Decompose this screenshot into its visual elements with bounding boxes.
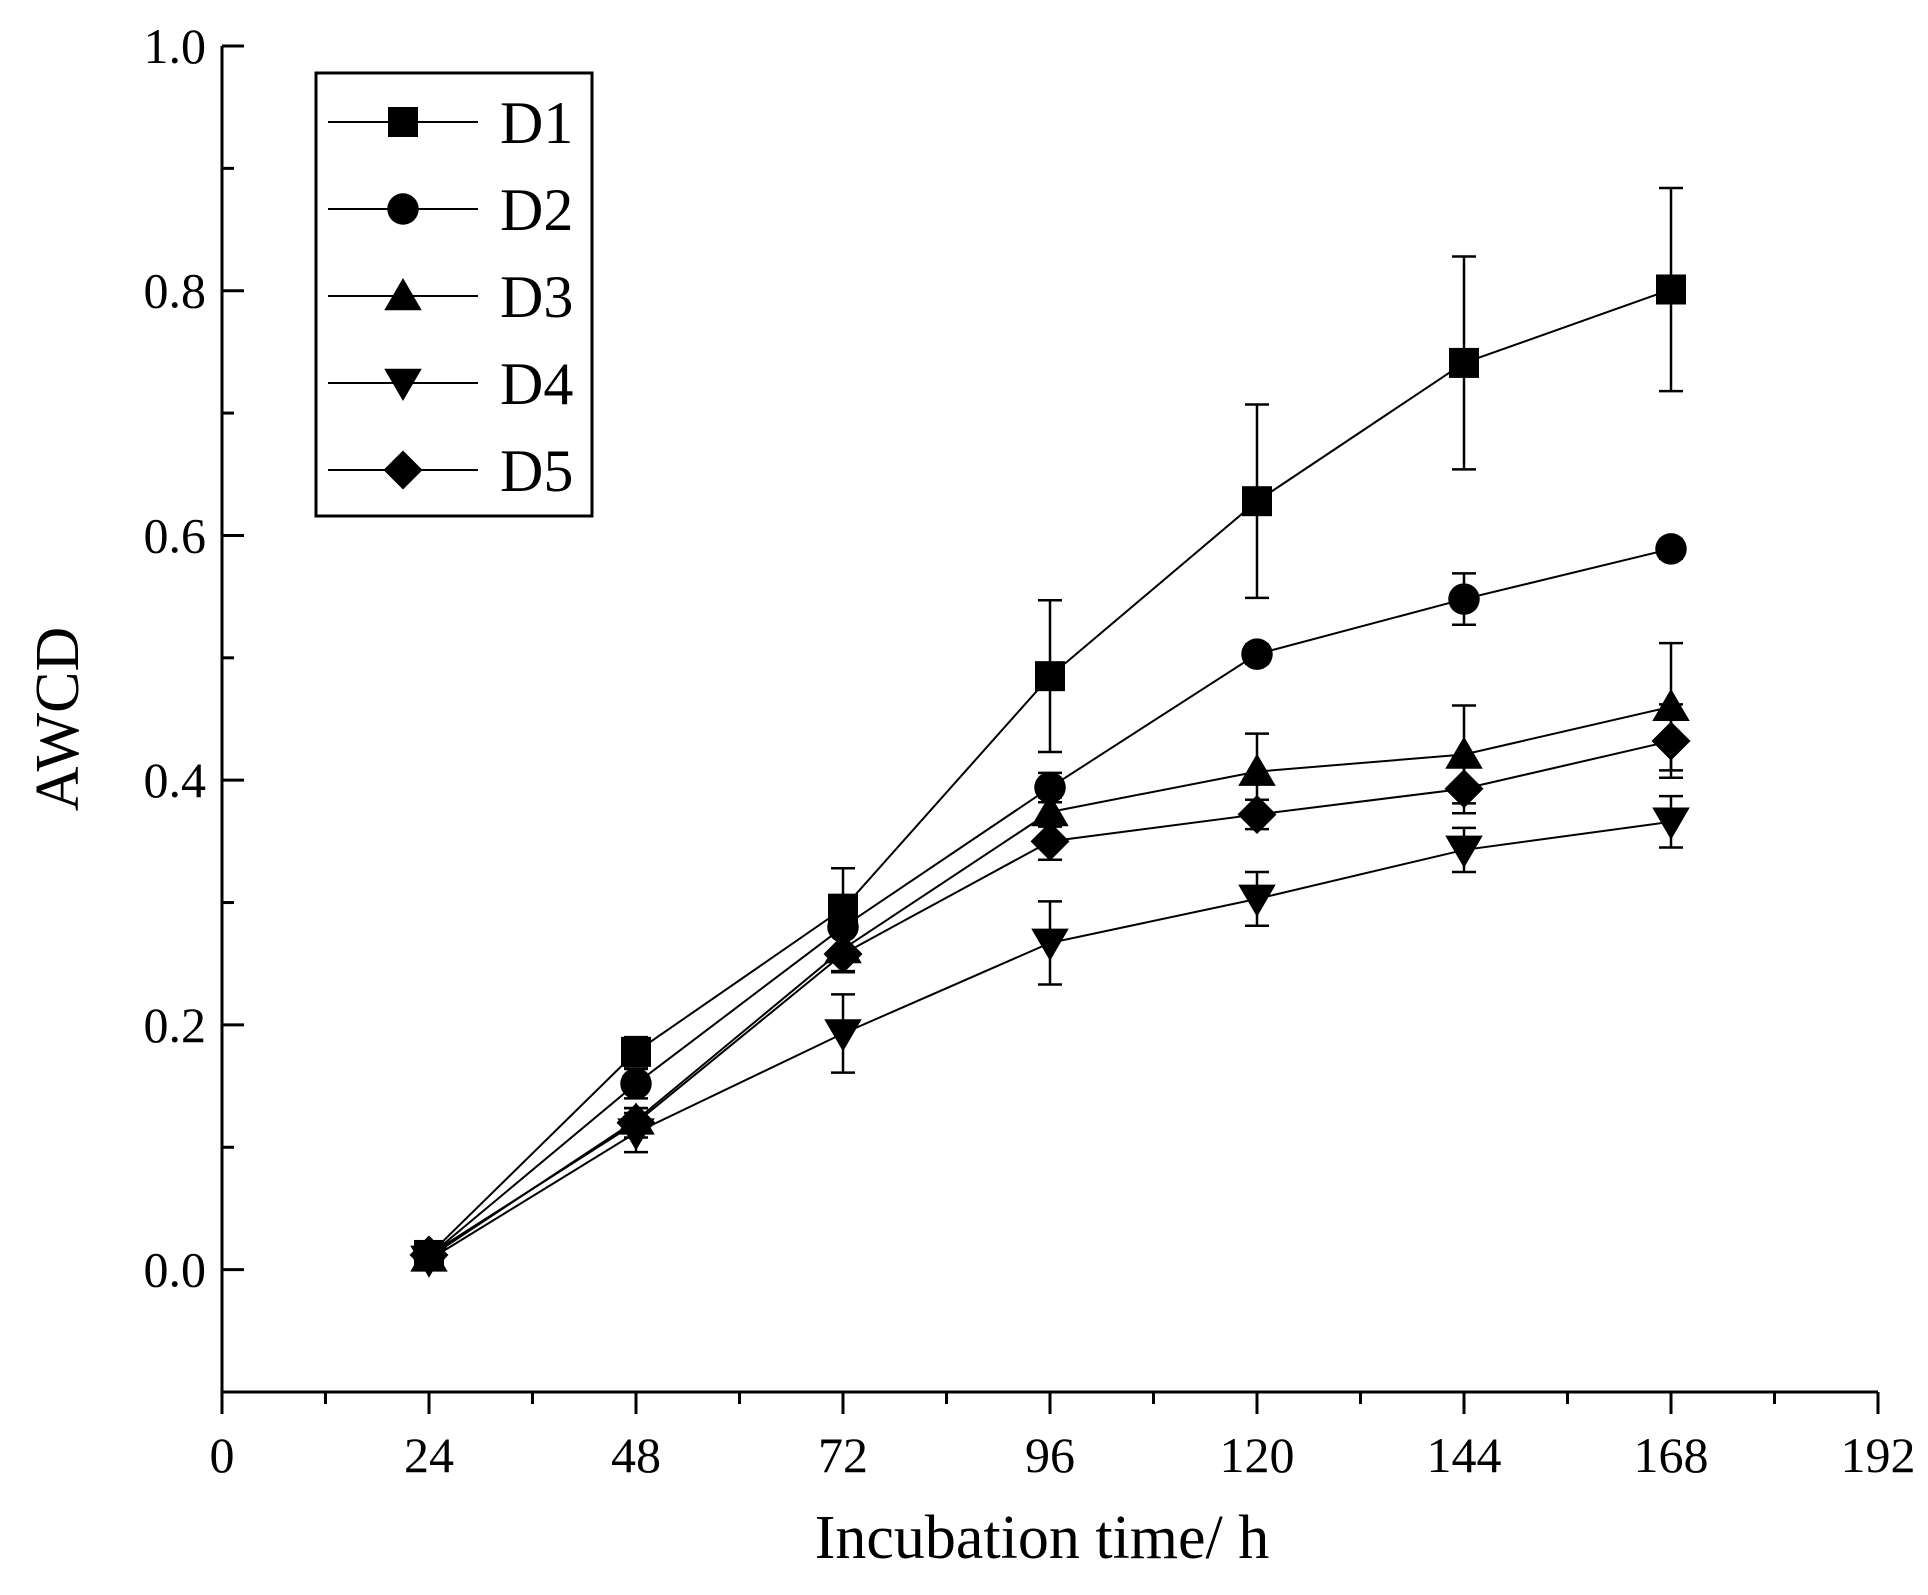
data-point-d3 bbox=[1652, 688, 1690, 722]
y-tick-label: 0.6 bbox=[144, 507, 207, 563]
x-tick-label: 120 bbox=[1220, 1427, 1295, 1483]
data-point-d2 bbox=[1241, 638, 1273, 670]
x-tick-label: 192 bbox=[1841, 1427, 1916, 1483]
legend-label-d5: D5 bbox=[500, 438, 573, 504]
x-tick-label: 0 bbox=[210, 1427, 235, 1483]
data-point-d5 bbox=[1444, 769, 1484, 809]
data-point-d2 bbox=[1448, 583, 1480, 615]
data-point-d5 bbox=[409, 1235, 449, 1275]
x-tick-label: 72 bbox=[818, 1427, 868, 1483]
x-tick-label: 24 bbox=[404, 1427, 454, 1483]
legend: D1 D2 D3 D4 D5 bbox=[314, 71, 594, 518]
data-point-d3 bbox=[1031, 793, 1069, 827]
data-point-d5 bbox=[1030, 821, 1070, 861]
x-tick-label: 96 bbox=[1025, 1427, 1075, 1483]
x-axis-title: Incubation time/ h bbox=[815, 1504, 1270, 1572]
error-bars bbox=[417, 186, 1683, 1266]
y-tick-label: 0.8 bbox=[144, 263, 207, 319]
legend-label-d4: D4 bbox=[500, 351, 573, 417]
x-tick-label: 168 bbox=[1634, 1427, 1709, 1483]
legend-marker-d3 bbox=[384, 278, 422, 311]
axes: 0.0 0.2 0.4 0.6 0.8 1.0 0 24 48 72 96 120 144 168 192 bbox=[144, 18, 1916, 1483]
y-tick-label: 0.4 bbox=[144, 752, 207, 808]
data-point-d1 bbox=[1242, 486, 1272, 517]
y-axis-title: AWCD bbox=[24, 627, 92, 811]
data-point-d2 bbox=[620, 1067, 652, 1100]
data-point-d1 bbox=[1035, 661, 1065, 692]
y-tick-label: 0.2 bbox=[144, 997, 207, 1053]
x-tick-label: 144 bbox=[1427, 1427, 1502, 1483]
y-tick-label: 1.0 bbox=[144, 18, 207, 74]
data-point-d5 bbox=[1651, 721, 1691, 761]
data-point-d4 bbox=[1238, 884, 1276, 917]
series-markers bbox=[409, 274, 1691, 1278]
data-point-d4 bbox=[1445, 835, 1483, 868]
data-point-d5 bbox=[1237, 794, 1277, 834]
data-point-d1 bbox=[1656, 274, 1686, 305]
data-point-d1 bbox=[621, 1036, 651, 1067]
data-point-d2 bbox=[827, 911, 859, 943]
legend-marker-d4 bbox=[384, 368, 422, 401]
legend-marker-d5 bbox=[383, 450, 423, 490]
data-point-d2 bbox=[1655, 533, 1687, 565]
legend-marker-d2 bbox=[387, 193, 419, 225]
data-point-d3 bbox=[1445, 736, 1483, 769]
legend-label-d2: D2 bbox=[500, 177, 573, 243]
y-tick-label: 0.0 bbox=[144, 1242, 207, 1298]
x-tick-label: 48 bbox=[611, 1427, 661, 1483]
data-point-d4 bbox=[1652, 807, 1690, 840]
legend-label-d3: D3 bbox=[500, 264, 573, 330]
legend-label-d1: D1 bbox=[500, 90, 573, 156]
data-point-d3 bbox=[1238, 753, 1276, 786]
data-point-d5 bbox=[823, 934, 863, 974]
legend-marker-d1 bbox=[388, 107, 418, 137]
legend-box bbox=[314, 71, 594, 518]
data-point-d5 bbox=[616, 1103, 656, 1143]
data-point-d4 bbox=[824, 1019, 862, 1052]
data-point-d2 bbox=[1034, 771, 1066, 804]
data-point-d4 bbox=[1031, 928, 1069, 961]
data-point-d1 bbox=[1449, 347, 1479, 378]
series-line-d4 bbox=[428, 820, 1672, 1261]
